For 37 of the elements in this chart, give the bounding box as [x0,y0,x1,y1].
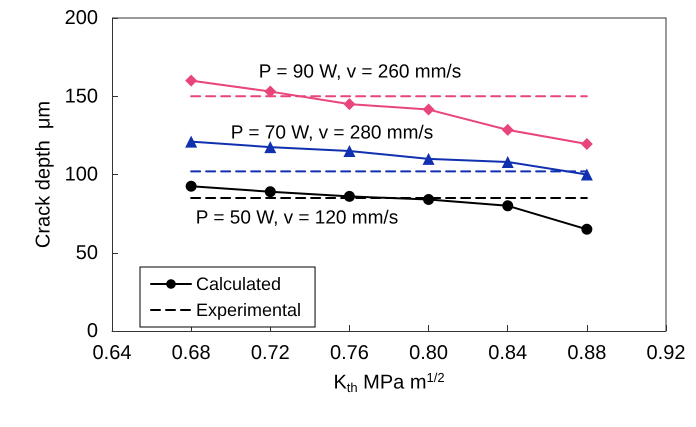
point [581,224,592,235]
point [502,156,514,168]
x-tick-label: 0.84 [488,342,528,364]
x-tick-label: 0.72 [250,342,290,364]
point [502,200,514,212]
y-tick-label: 0 [86,320,98,342]
point [185,74,198,87]
x-tick-label: 0.76 [330,342,369,364]
legend-label: Calculated [196,274,282,294]
point [422,152,435,165]
x-tick-label: 0.92 [646,342,686,364]
x-tick-label: 0.64 [92,342,132,364]
point [264,86,276,98]
point [423,194,434,206]
x-tick-label: 0.88 [567,342,606,364]
y-tick-label: 100 [64,164,98,186]
y-tick-label: 150 [64,85,98,108]
x-tick-label: 0.80 [409,342,448,364]
point [580,138,593,150]
point [264,186,276,198]
point [422,104,435,116]
y-tick-label: 50 [76,242,98,264]
point [344,190,355,202]
annotation: P = 50 W, v = 120 mm/s [196,208,398,228]
point [264,141,276,154]
legend-label: Experimental [196,300,302,320]
annotation: P = 70 W, v = 280 mm/s [230,122,434,144]
y-axis-title: Crack depth μm [32,100,55,248]
x-tick-label: 0.68 [172,342,211,364]
point [343,145,356,158]
point [343,98,356,110]
annotation: P = 90 W, v = 260 mm/s [258,62,462,82]
y-tick-label: 200 [64,7,98,29]
point [580,168,593,180]
point [186,180,197,192]
point [502,124,514,136]
point [185,136,198,148]
